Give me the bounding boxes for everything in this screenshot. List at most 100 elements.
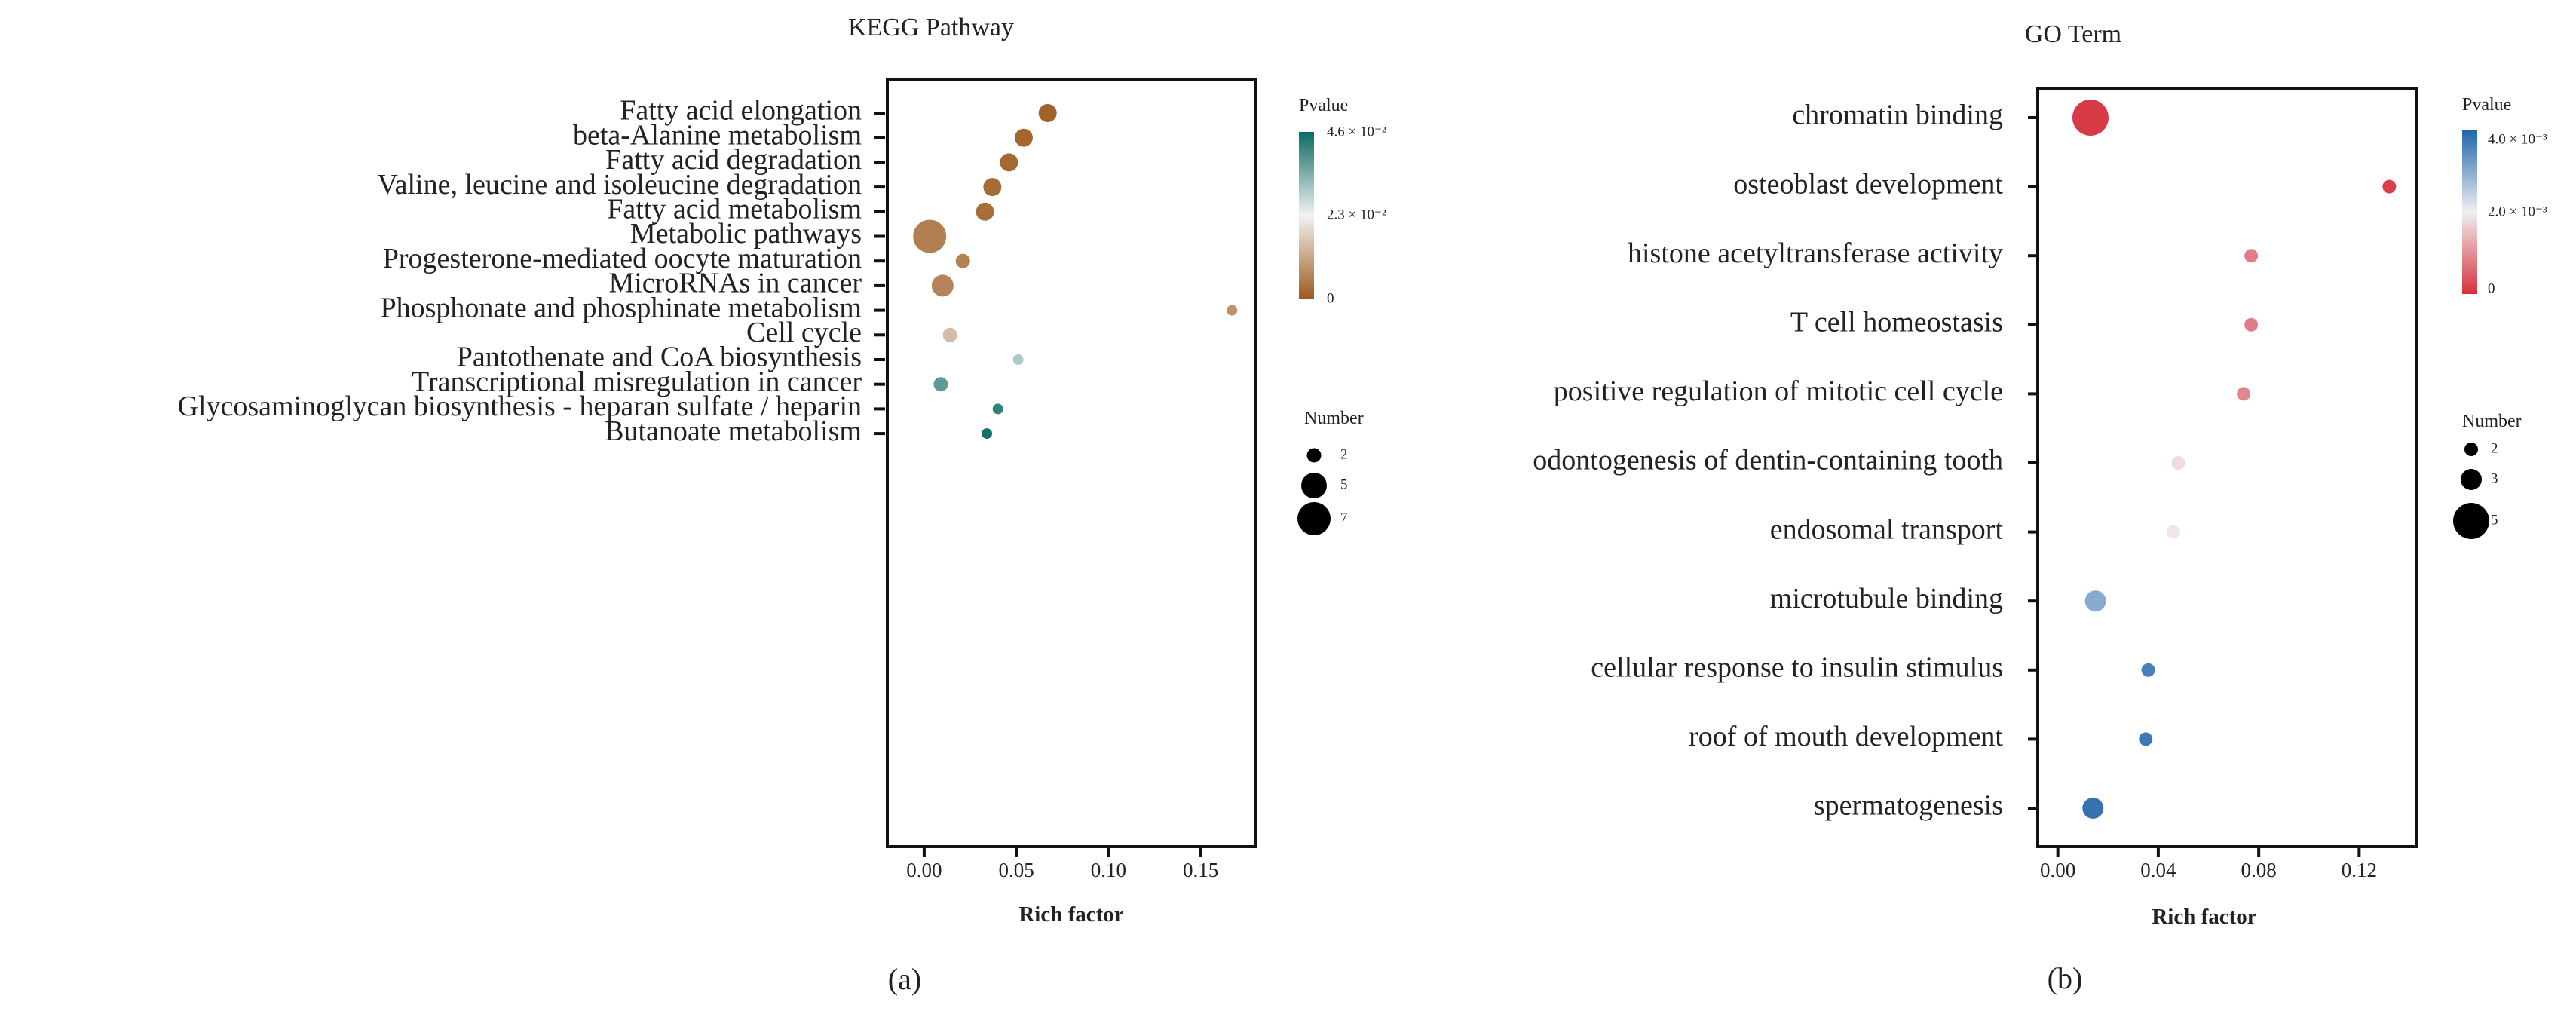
- kegg-point-phosphonate-and-phosphinate-metabolism: [1227, 305, 1238, 316]
- go-point-t-cell-homeostasis: [2244, 317, 2259, 332]
- go-point-microtubule-binding: [2084, 590, 2106, 612]
- kegg-category-label: Transcriptional misregulation in cancer: [412, 366, 862, 397]
- go-x-tick-label: 0.12: [2342, 859, 2377, 881]
- kegg-x-tick-label: 0.00: [906, 859, 942, 881]
- go-x-tick-label: 0.00: [2040, 859, 2075, 881]
- kegg-number-legend: Number 2 5 7: [1297, 409, 1364, 535]
- kegg-x-tick-label: 0.15: [1183, 859, 1218, 881]
- go-category-label: spermatogenesis: [1814, 790, 2003, 822]
- kegg-category-label: MicroRNAs in cancer: [608, 268, 862, 299]
- kegg-number-legend-dot: [1297, 502, 1331, 535]
- go-pvalue-legend-title: Pvalue: [2462, 95, 2511, 115]
- go-point-chromatin-binding: [2072, 100, 2109, 136]
- kegg-point-valine-leucine-and-isoleucine-degradation: [983, 178, 1002, 197]
- kegg-category-label: Fatty acid degradation: [605, 144, 862, 176]
- kegg-point-metabolic-pathways: [913, 219, 947, 253]
- kegg-point-fatty-acid-degradation: [1000, 153, 1018, 172]
- go-pvalue-legend-label: 2.0 × 10⁻³: [2488, 204, 2547, 219]
- go-number-legend-label: 5: [2491, 512, 2498, 528]
- kegg-category-label: Progesterone-mediated oocyte maturation: [383, 243, 862, 274]
- go-number-legend-label: 3: [2491, 470, 2498, 486]
- go-category-label: microtubule binding: [1770, 583, 2003, 614]
- go-number-legend-dot: [2461, 469, 2482, 490]
- kegg-number-legend-label: 5: [1340, 476, 1348, 492]
- kegg-number-legend-dot: [1306, 448, 1322, 463]
- go-x-ticks: 0.00 0.04 0.08 0.12: [2040, 847, 2377, 881]
- kegg-pvalue-legend-label: 4.6 × 10⁻²: [1327, 124, 1386, 139]
- go-category-label: odontogenesis of dentin-containing tooth: [1533, 445, 2003, 476]
- kegg-category-label: beta-Alanine metabolism: [573, 119, 862, 151]
- kegg-category-label: Pantothenate and CoA biosynthesis: [457, 342, 862, 373]
- kegg-pvalue-legend-label: 0: [1327, 290, 1334, 306]
- go-point-odontogenesis-of-dentin-containing-tooth: [2171, 456, 2185, 470]
- go-number-legend-label: 2: [2491, 440, 2498, 456]
- go-x-axis-label: Rich factor: [2152, 905, 2256, 929]
- go-point-endosomal-transport: [2166, 525, 2180, 539]
- go-category-labels: chromatin binding osteoblast development h…: [1533, 100, 2038, 822]
- kegg-point-fatty-acid-metabolism: [976, 202, 994, 221]
- kegg-point-glycosaminoglycan-biosynthesis-heparan-sulfate-heparin: [992, 403, 1003, 415]
- go-point-positive-regulation-of-mitotic-cell-cycle: [2237, 387, 2251, 401]
- kegg-number-legend-label: 7: [1340, 510, 1348, 525]
- go-category-label: histone acetyltransferase activity: [1628, 237, 2003, 269]
- kegg-point-transcriptional-misregulation-in-cancer: [933, 377, 948, 392]
- go-number-legend: Number 2 3 5: [2453, 412, 2522, 539]
- go-number-legend-title: Number: [2462, 412, 2522, 431]
- go-panel-label: (b): [2048, 961, 2083, 995]
- go-pvalue-colorbar: [2462, 130, 2477, 294]
- kegg-number-legend-dot: [1301, 473, 1327, 498]
- kegg-point-cell-cycle: [942, 327, 957, 342]
- go-point-cellular-response-to-insulin-stimulus: [2141, 663, 2155, 677]
- kegg-pvalue-legend-label: 2.3 × 10⁻²: [1327, 207, 1386, 222]
- go-x-tick-label: 0.08: [2241, 859, 2277, 881]
- kegg-pvalue-legend: Pvalue 4.6 × 10⁻² 2.3 × 10⁻² 0: [1299, 96, 1386, 306]
- kegg-point-beta-alanine-metabolism: [1014, 128, 1033, 147]
- kegg-category-label: Valine, leucine and isoleucine degradati…: [377, 169, 862, 201]
- kegg-title: KEGG Pathway: [848, 14, 1014, 41]
- kegg-x-ticks: 0.00 0.05 0.10 0.15: [906, 847, 1218, 881]
- kegg-point-pantothenate-and-coa-biosynthesis: [1012, 354, 1024, 365]
- go-plot-frame: [2036, 87, 2418, 848]
- kegg-panel-label: (a): [888, 962, 921, 996]
- go-point-roof-of-mouth-development: [2139, 732, 2153, 746]
- go-x-tick-label: 0.04: [2140, 859, 2176, 881]
- go-pvalue-legend-label: 4.0 × 10⁻³: [2488, 131, 2547, 147]
- kegg-number-legend-title: Number: [1304, 409, 1364, 428]
- go-category-label: roof of mouth development: [1689, 721, 2003, 752]
- kegg-point-butanoate-metabolism: [982, 428, 993, 440]
- kegg-points: [913, 104, 1238, 440]
- go-points: [2072, 100, 2397, 819]
- go-category-label: osteoblast development: [1733, 168, 2003, 200]
- kegg-panel: KEGG Pathway Fatty acid elongationbeta-A…: [177, 14, 1386, 996]
- kegg-category-label: Fatty acid elongation: [620, 95, 862, 127]
- kegg-point-progesterone-mediated-oocyte-maturation: [955, 253, 970, 268]
- kegg-x-tick-label: 0.05: [999, 859, 1034, 881]
- kegg-category-label: Metabolic pathways: [630, 218, 862, 250]
- kegg-pvalue-legend-title: Pvalue: [1299, 96, 1348, 115]
- kegg-point-fatty-acid-elongation: [1038, 104, 1057, 122]
- kegg-x-axis-label: Rich factor: [1018, 902, 1123, 927]
- kegg-category-label: Phosphonate and phosphinate metabolism: [380, 292, 862, 323]
- go-number-legend-dot: [2453, 503, 2489, 539]
- go-point-osteoblast-development: [2382, 179, 2397, 194]
- go-category-label: cellular response to insulin stimulus: [1591, 652, 2003, 684]
- kegg-point-micrornas-in-cancer: [931, 274, 954, 297]
- go-pvalue-legend: Pvalue 4.0 × 10⁻³ 2.0 × 10⁻³ 0: [2462, 95, 2547, 296]
- kegg-category-label: Cell cycle: [746, 317, 862, 348]
- go-category-label: positive regulation of mitotic cell cycl…: [1554, 375, 2003, 407]
- kegg-category-label: Fatty acid metabolism: [607, 194, 862, 225]
- go-category-label: endosomal transport: [1770, 513, 2004, 545]
- kegg-number-legend-label: 2: [1340, 446, 1348, 462]
- kegg-plot-frame: [886, 78, 1257, 848]
- go-category-label: chromatin binding: [1792, 100, 2003, 131]
- go-category-label: T cell homeostasis: [1790, 307, 2003, 339]
- go-point-histone-acetyltransferase-activity: [2244, 249, 2259, 263]
- go-panel: GO Term chromatin binding osteoblast deve…: [1533, 20, 2547, 995]
- kegg-pvalue-colorbar: [1299, 132, 1314, 299]
- go-pvalue-legend-label: 0: [2488, 280, 2495, 296]
- kegg-category-label: Glycosaminoglycan biosynthesis - heparan…: [177, 391, 862, 422]
- go-title: GO Term: [2025, 20, 2121, 48]
- kegg-x-tick-label: 0.10: [1091, 859, 1126, 881]
